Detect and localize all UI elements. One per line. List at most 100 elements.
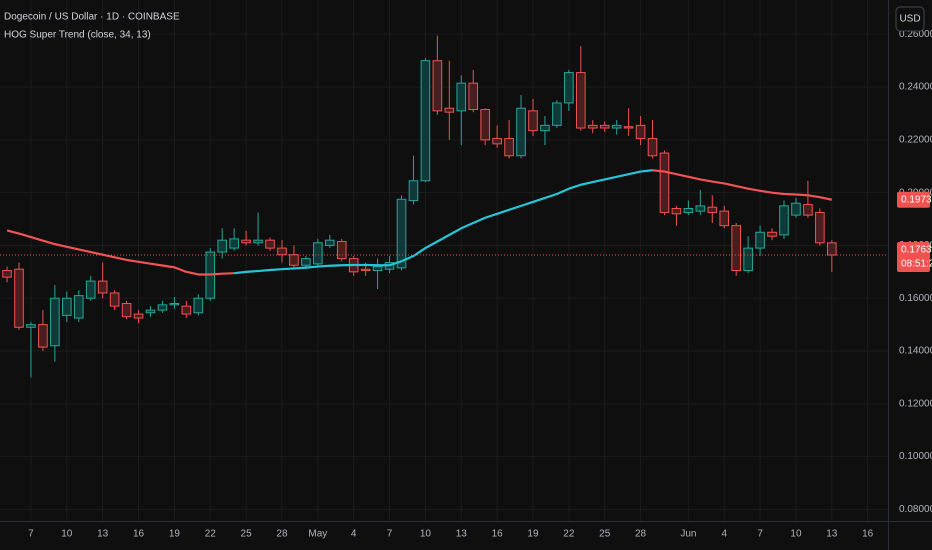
trend-line [652, 169, 833, 201]
x-tick-label: 10 [61, 529, 73, 540]
candle-body [324, 239, 335, 246]
candle-body [133, 313, 144, 319]
trend-value-label: 0.19732 [901, 194, 932, 205]
candle-body [372, 266, 383, 272]
candle-body [289, 254, 299, 266]
currency-label[interactable]: USD [899, 14, 920, 25]
candle-body [313, 242, 323, 265]
x-tick-label: 7 [28, 529, 34, 540]
candle-body [707, 206, 718, 213]
candle-body [576, 72, 586, 129]
candle-body [731, 225, 741, 272]
candle-body [767, 231, 777, 237]
candle-body [432, 60, 443, 112]
candle-body [14, 268, 24, 328]
candle-body [408, 180, 419, 202]
candle-body [360, 268, 371, 272]
x-tick-label: 28 [276, 529, 288, 540]
y-tick-label: 0.26000 [899, 29, 932, 40]
candle-body [85, 280, 96, 299]
candle-body [528, 110, 538, 132]
candle-body [97, 280, 108, 294]
candle-body [611, 124, 622, 129]
candle-body [38, 324, 48, 348]
candle-body [145, 309, 156, 314]
candle-body [695, 205, 706, 212]
x-tick-label: 13 [97, 529, 109, 540]
labels: 0.080000.100000.120000.140000.160000.180… [28, 29, 932, 540]
trend-value-box [897, 191, 930, 208]
candle-body [181, 305, 192, 315]
x-tick-label: 13 [826, 529, 838, 540]
candle-body [420, 60, 431, 182]
x-tick-label: 22 [205, 529, 217, 540]
candle-body [109, 292, 120, 307]
x-tick-label: 4 [721, 529, 727, 540]
candle-body [755, 231, 765, 249]
trend-line [234, 169, 653, 275]
candle-body [277, 247, 287, 256]
candle-body [564, 72, 574, 104]
currency-button[interactable] [895, 6, 925, 32]
chart-title: Dogecoin / US Dollar · 1D · COINBASE [4, 12, 180, 23]
candle-body [301, 258, 311, 266]
x-tick-label: 4 [351, 529, 357, 540]
candle-body [253, 239, 263, 244]
candle-body [803, 204, 813, 216]
candle-body [229, 238, 239, 249]
candle-body [623, 126, 634, 129]
candle-body [157, 304, 168, 311]
candle-body [504, 138, 514, 157]
candle-body [2, 270, 12, 278]
x-tick-label: 13 [456, 529, 468, 540]
marks [0, 35, 888, 378]
x-tick-label: 7 [757, 529, 763, 540]
x-tick-label: Jun [680, 529, 696, 540]
candle-body [444, 107, 455, 113]
candle-body [671, 208, 682, 215]
candle-body [26, 324, 36, 328]
x-tick-label: 25 [241, 529, 253, 540]
candle-body [779, 205, 789, 236]
candle-body [193, 297, 204, 314]
y-tick-label: 0.10000 [899, 451, 932, 462]
x-tick-label: 28 [635, 529, 647, 540]
candle-body [540, 124, 550, 132]
candle-body [121, 303, 132, 318]
candle-body [599, 124, 610, 129]
candle-body [719, 210, 730, 227]
countdown-label: 08:51:20 [901, 259, 932, 270]
x-tick-label: 25 [599, 529, 611, 540]
candle-body [336, 240, 347, 260]
y-tick-label: 0.22000 [899, 135, 932, 146]
candle-body [468, 82, 479, 111]
x-tick-label: 22 [563, 529, 575, 540]
x-tick-label: 10 [790, 529, 802, 540]
candle-body [217, 239, 228, 253]
candle-body [516, 107, 526, 157]
indicator-title: HOG Super Trend (close, 34, 13) [4, 30, 151, 41]
x-tick-label: 7 [387, 529, 393, 540]
candle-body [743, 247, 753, 272]
y-tick-label: 0.08000 [899, 504, 932, 515]
x-tick-label: 10 [420, 529, 432, 540]
y-tick-label: 0.12000 [899, 398, 932, 409]
x-tick-label: 16 [492, 529, 504, 540]
y-tick-label: 0.24000 [899, 82, 932, 93]
candle-body [480, 109, 490, 141]
candle-body [659, 152, 670, 213]
candle-body [456, 82, 467, 112]
candle-body [50, 297, 60, 347]
candle-body [683, 208, 694, 213]
x-tick-label: 19 [527, 529, 539, 540]
x-tick-label: 16 [133, 529, 145, 540]
last-price-box [897, 242, 930, 273]
candle-body [791, 202, 801, 216]
candle-body [169, 303, 180, 306]
x-tick-label: 16 [862, 529, 874, 540]
candle-body [815, 211, 825, 244]
candle-body [73, 295, 84, 319]
